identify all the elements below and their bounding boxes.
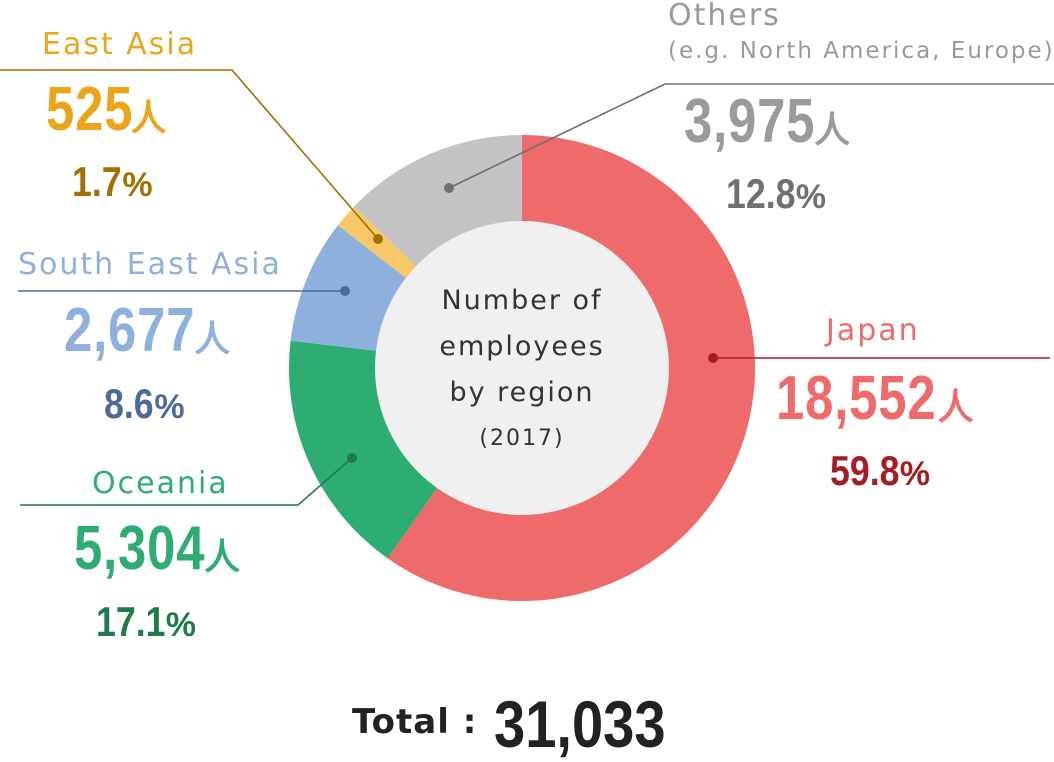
others-unit: 人 <box>814 110 851 151</box>
chart-center-label: Number of employees by region (2017) <box>422 278 622 462</box>
leader-line-east-asia <box>0 69 379 240</box>
others-percent-sign: % <box>795 178 826 216</box>
japan-count: 18,552 <box>776 364 937 433</box>
leader-dot-others <box>444 183 454 193</box>
leader-line-oceania <box>20 457 353 506</box>
chart-center-disc <box>375 221 669 515</box>
others-count: 3,975 <box>684 87 816 156</box>
japan-label: Japan <box>826 313 920 348</box>
others-percent: 12.8% <box>726 170 826 218</box>
south-east-asia-percent-value: 8.6 <box>104 380 154 427</box>
japan-percent: 59.8% <box>830 447 930 495</box>
east-asia-percent-sign: % <box>122 166 153 204</box>
others-label: Others <box>668 0 781 33</box>
oceania-unit: 人 <box>204 537 241 578</box>
leader-dot-south-east-asia <box>340 286 350 296</box>
south-east-asia-percent-sign: % <box>154 388 185 426</box>
japan-percent-sign: % <box>899 455 930 493</box>
oceania-value: 5,304人 <box>74 513 240 584</box>
others-value: 3,975人 <box>684 86 850 157</box>
center-label-line-3: by region <box>449 377 595 408</box>
total-label: Total : <box>352 702 478 742</box>
leader-line-others <box>448 83 1054 189</box>
japan-value: 18,552人 <box>776 363 974 434</box>
oceania-percent: 17.1% <box>96 598 196 646</box>
south-east-asia-label: South East Asia <box>18 247 282 282</box>
south-east-asia-unit: 人 <box>194 319 231 360</box>
total-value: 31,033 <box>494 687 667 761</box>
leader-dot-japan <box>708 353 718 363</box>
east-asia-percent: 1.7% <box>72 158 153 206</box>
east-asia-label: East Asia <box>42 27 198 62</box>
japan-percent-value: 59.8 <box>830 447 900 494</box>
south-east-asia-percent: 8.6% <box>104 380 185 428</box>
east-asia-unit: 人 <box>130 98 167 139</box>
south-east-asia-count: 2,677 <box>64 296 196 365</box>
south-east-asia-value: 2,677人 <box>64 295 230 366</box>
east-asia-count: 525 <box>46 75 134 144</box>
oceania-percent-sign: % <box>165 606 196 644</box>
center-label-line-4: (2017) <box>479 426 565 451</box>
oceania-percent-value: 17.1 <box>96 598 166 645</box>
others-subtitle: (e.g. North America, Europe) <box>668 38 1054 64</box>
oceania-label: Oceania <box>92 466 229 501</box>
oceania-count: 5,304 <box>74 514 206 583</box>
east-asia-percent-value: 1.7 <box>72 158 122 205</box>
leader-dot-oceania <box>347 453 357 463</box>
total: Total : 31,033 <box>352 686 696 762</box>
center-label-line-2: employees <box>439 331 605 362</box>
center-label-line-1: Number of <box>441 285 603 316</box>
leader-dot-east-asia <box>373 234 383 244</box>
others-percent-value: 12.8 <box>726 170 796 217</box>
east-asia-value: 525人 <box>46 74 166 145</box>
japan-unit: 人 <box>937 387 974 428</box>
